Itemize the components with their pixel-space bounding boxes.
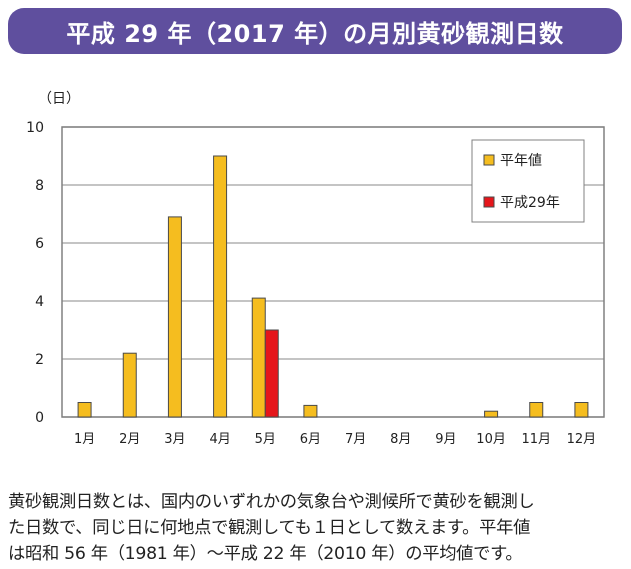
x-tick-label: 9月 <box>435 432 456 447</box>
legend-label: 平成29年 <box>500 195 560 211</box>
x-tick-label: 8月 <box>390 432 411 447</box>
footnote-line-2: た日数で、同じ日に何地点で観測しても１日として数えます。平年値 <box>8 518 531 538</box>
y-tick-label: 4 <box>35 294 44 310</box>
y-tick-label: 2 <box>35 352 44 368</box>
bar-chart: 0 2 4 6 8 10 1月 2月 3月 4月 5月 6月 7月 8月 9月 10月 11月 12月 平年値平成2… <box>26 120 605 447</box>
plot-area-border <box>61 126 605 418</box>
x-tick-label: 2月 <box>119 432 140 447</box>
bar-normal <box>77 402 92 418</box>
bar-normal <box>213 155 228 418</box>
x-tick-label: 3月 <box>164 432 185 447</box>
x-tick-label: 7月 <box>345 432 366 447</box>
bar-normal <box>484 410 499 418</box>
legend-label: 平年値 <box>500 153 542 169</box>
bar-normal <box>574 402 589 418</box>
y-tick-label: 0 <box>35 410 44 426</box>
x-tick-label: 6月 <box>300 432 321 447</box>
y-tick-label: 10 <box>26 120 44 136</box>
bar-normal <box>529 402 544 418</box>
x-tick-label: 4月 <box>209 432 230 447</box>
bar-2017 <box>264 329 279 418</box>
x-tick-label: 5月 <box>255 432 276 447</box>
legend-swatch <box>483 196 495 208</box>
bar-normal <box>303 404 318 418</box>
footnote-line-3: は昭和 56 年（1981 年）～平成 22 年（2010 年）の平均値です。 <box>8 544 523 564</box>
x-tick-label: 10月 <box>476 432 506 447</box>
footnote-line-1: 黄砂観測日数とは、国内のいずれかの気象台や測候所で黄砂を観測し <box>8 492 535 512</box>
x-tick-label: 12月 <box>567 432 597 447</box>
x-tick-label: 11月 <box>521 432 551 447</box>
bar-normal <box>167 216 182 418</box>
chart-title: 平成 29 年（2017 年）の月別黄砂観測日数 <box>8 8 622 54</box>
y-axis-unit-label: （日） <box>38 91 80 107</box>
y-tick-label: 6 <box>35 236 44 252</box>
legend-box <box>471 139 585 223</box>
legend-swatch <box>483 154 495 166</box>
x-tick-label: 1月 <box>74 432 95 447</box>
bar-normal <box>122 352 137 418</box>
bar-normal <box>251 297 266 418</box>
y-tick-label: 8 <box>35 178 44 194</box>
